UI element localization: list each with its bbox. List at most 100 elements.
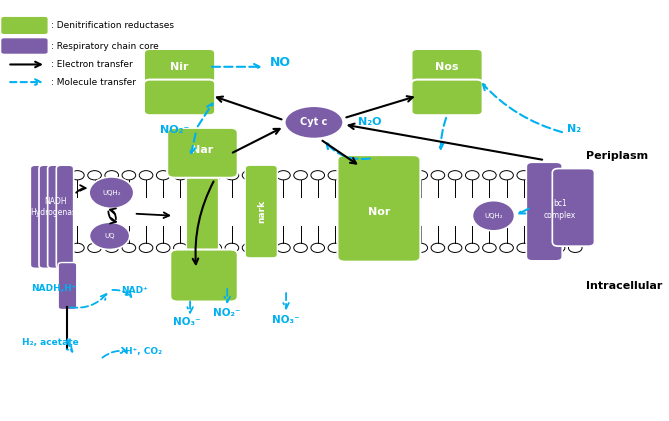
Circle shape — [88, 171, 102, 180]
FancyBboxPatch shape — [337, 155, 420, 262]
FancyBboxPatch shape — [527, 162, 562, 261]
Text: Intracellular: Intracellular — [587, 281, 663, 291]
Circle shape — [70, 243, 84, 253]
FancyBboxPatch shape — [246, 165, 278, 258]
Circle shape — [139, 243, 153, 253]
Circle shape — [88, 243, 102, 253]
Text: NO₃⁻: NO₃⁻ — [173, 317, 201, 327]
Circle shape — [225, 243, 239, 253]
Circle shape — [105, 171, 118, 180]
Text: NADH,H⁺: NADH,H⁺ — [31, 284, 76, 293]
Text: Nar: Nar — [191, 146, 213, 155]
Circle shape — [105, 243, 118, 253]
Text: NAD⁺: NAD⁺ — [121, 286, 148, 295]
Circle shape — [482, 243, 496, 253]
Circle shape — [414, 171, 427, 180]
Circle shape — [345, 171, 359, 180]
Circle shape — [122, 243, 136, 253]
FancyBboxPatch shape — [167, 128, 237, 178]
Text: : Electron transfer: : Electron transfer — [51, 60, 132, 69]
Circle shape — [191, 171, 204, 180]
Text: N₂: N₂ — [567, 124, 581, 134]
Ellipse shape — [90, 222, 130, 250]
Text: Nir: Nir — [171, 62, 189, 72]
Circle shape — [431, 171, 445, 180]
Text: UQH₂: UQH₂ — [484, 213, 503, 219]
Circle shape — [157, 243, 170, 253]
Circle shape — [569, 243, 582, 253]
Text: NO: NO — [270, 56, 290, 69]
Circle shape — [363, 243, 376, 253]
Circle shape — [311, 243, 324, 253]
Circle shape — [208, 243, 221, 253]
Circle shape — [448, 243, 462, 253]
Circle shape — [242, 171, 256, 180]
Circle shape — [345, 243, 359, 253]
Ellipse shape — [472, 201, 514, 231]
Circle shape — [294, 243, 307, 253]
FancyBboxPatch shape — [171, 250, 237, 301]
Text: N₂O: N₂O — [358, 117, 381, 128]
Circle shape — [225, 171, 239, 180]
Circle shape — [500, 243, 513, 253]
FancyBboxPatch shape — [411, 49, 482, 85]
FancyBboxPatch shape — [39, 165, 56, 269]
Text: H₂, acetate: H₂, acetate — [22, 338, 79, 347]
Circle shape — [517, 171, 531, 180]
FancyBboxPatch shape — [47, 165, 65, 269]
FancyBboxPatch shape — [411, 80, 482, 115]
FancyBboxPatch shape — [58, 263, 77, 309]
Text: : Respiratory chain core: : Respiratory chain core — [51, 42, 159, 51]
Text: NO₂⁻: NO₂⁻ — [213, 308, 241, 318]
Circle shape — [379, 243, 393, 253]
Ellipse shape — [284, 106, 343, 139]
Circle shape — [551, 171, 565, 180]
FancyBboxPatch shape — [144, 80, 215, 115]
Circle shape — [157, 171, 170, 180]
Ellipse shape — [89, 177, 134, 208]
Circle shape — [379, 171, 393, 180]
Circle shape — [363, 171, 376, 180]
FancyBboxPatch shape — [553, 168, 595, 246]
Circle shape — [139, 171, 153, 180]
Circle shape — [70, 171, 84, 180]
Text: NO₃⁻: NO₃⁻ — [272, 314, 300, 325]
Text: Periplasm: Periplasm — [587, 151, 648, 161]
Text: Nor: Nor — [368, 207, 390, 216]
FancyBboxPatch shape — [56, 165, 74, 269]
Circle shape — [431, 243, 445, 253]
Text: Nos: Nos — [436, 62, 459, 72]
Circle shape — [517, 243, 531, 253]
Circle shape — [328, 243, 342, 253]
Circle shape — [466, 243, 479, 253]
FancyBboxPatch shape — [187, 168, 219, 251]
Circle shape — [448, 171, 462, 180]
Text: Cyt c: Cyt c — [300, 117, 328, 128]
Circle shape — [173, 171, 187, 180]
Text: NADH
Hydrogenase: NADH Hydrogenase — [30, 197, 80, 217]
Circle shape — [482, 171, 496, 180]
Bar — [72, 171, 580, 253]
Text: nark: nark — [257, 200, 266, 223]
Text: NO₂⁻: NO₂⁻ — [160, 125, 189, 135]
Circle shape — [208, 171, 221, 180]
Circle shape — [191, 243, 204, 253]
FancyBboxPatch shape — [30, 165, 47, 269]
Circle shape — [534, 171, 548, 180]
Circle shape — [534, 243, 548, 253]
Circle shape — [500, 171, 513, 180]
Circle shape — [242, 243, 256, 253]
Circle shape — [328, 171, 342, 180]
Text: UQ: UQ — [104, 233, 115, 239]
Circle shape — [397, 171, 410, 180]
Text: UQH₂: UQH₂ — [102, 190, 120, 196]
Text: : Molecule transfer: : Molecule transfer — [51, 77, 136, 87]
Text: bc1
complex: bc1 complex — [544, 200, 576, 219]
Circle shape — [311, 171, 324, 180]
Text: : Denitrification reductases: : Denitrification reductases — [51, 21, 174, 30]
Circle shape — [260, 243, 273, 253]
Circle shape — [276, 171, 290, 180]
FancyBboxPatch shape — [1, 37, 48, 54]
Circle shape — [294, 171, 307, 180]
Circle shape — [122, 171, 136, 180]
